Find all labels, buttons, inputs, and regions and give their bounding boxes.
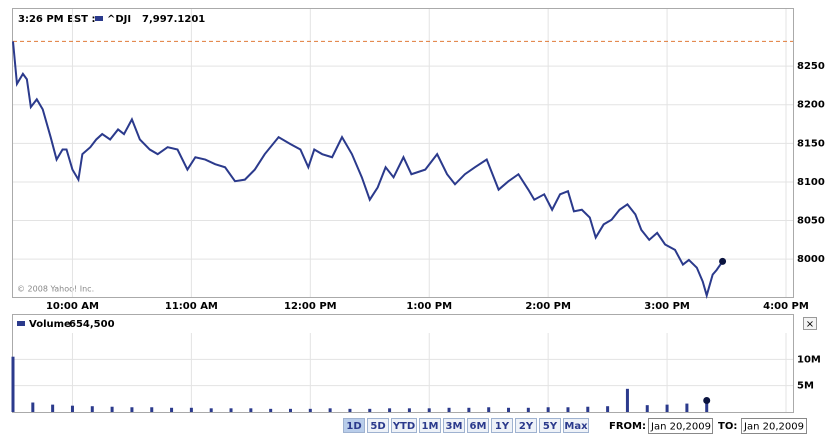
last-point: [719, 257, 727, 265]
volume-bar: [645, 405, 649, 412]
range-button[interactable]: [391, 418, 417, 433]
y-tick-label: 10M: [797, 354, 821, 365]
y-tick-label: 8200: [797, 100, 825, 111]
volume-bar: [447, 407, 451, 412]
volume-bar: [427, 408, 431, 412]
y-tick-label: 8150: [797, 138, 825, 149]
range-button[interactable]: [467, 418, 489, 433]
volume-bar: [625, 388, 629, 412]
y-tick-label: 8050: [797, 216, 825, 227]
from-value[interactable]: Jan 20,2009: [650, 422, 711, 433]
volume-bar: [665, 404, 669, 412]
volume-bar: [566, 407, 570, 412]
from-label: FROM:: [609, 421, 646, 432]
from-input[interactable]: [648, 418, 713, 434]
volume-value: 654,500: [69, 319, 115, 330]
range-button-label[interactable]: 1M: [422, 421, 439, 432]
y-tick-label: 8100: [797, 177, 825, 188]
price-line: [12, 41, 724, 300]
volume-bar: [348, 408, 352, 412]
volume-bar: [586, 406, 590, 412]
volume-bar: [507, 407, 511, 412]
quote-time: 3:26 PM EST :: [18, 14, 95, 25]
y-tick-label: 5M: [797, 381, 814, 392]
volume-bar: [308, 408, 312, 412]
x-tick-label: 1:00 PM: [406, 301, 452, 312]
volume-bar: [288, 408, 292, 412]
quote-value: 7,997.1201: [142, 14, 205, 25]
range-button[interactable]: [563, 418, 589, 433]
to-label: TO:: [718, 421, 737, 432]
volume-bar: [407, 408, 411, 412]
volume-bar: [249, 408, 253, 412]
volume-bar: [31, 402, 35, 412]
volume-bar: [546, 407, 550, 412]
volume-bar: [209, 408, 213, 412]
volume-bar: [110, 406, 114, 412]
volume-bar: [90, 406, 94, 412]
range-button[interactable]: [515, 418, 537, 433]
volume-bar: [328, 408, 332, 412]
legend-swatch: [95, 16, 103, 21]
close-button[interactable]: [803, 317, 817, 330]
x-tick-label: 11:00 AM: [165, 301, 218, 312]
volume-bar: [189, 407, 193, 412]
volume-bar: [170, 407, 174, 412]
y-tick-label: 8250: [797, 61, 825, 72]
range-button[interactable]: [443, 418, 465, 433]
volume-swatch: [17, 321, 25, 326]
price-frame: [12, 8, 794, 298]
volume-bar: [70, 405, 74, 412]
x-tick-label: 2:00 PM: [525, 301, 571, 312]
volume-bar: [269, 408, 273, 412]
range-button-label[interactable]: 3M: [446, 421, 463, 432]
volume-bar: [606, 406, 610, 412]
range-button[interactable]: [539, 418, 561, 433]
x-tick-label: 4:00 PM: [763, 301, 809, 312]
volume-bar: [487, 407, 491, 412]
x-tick-label: 12:00 PM: [284, 301, 337, 312]
volume-bar: [685, 403, 689, 412]
range-button[interactable]: [367, 418, 389, 433]
volume-bar: [526, 407, 530, 412]
volume-bar: [51, 404, 55, 412]
to-value[interactable]: Jan 20,2009: [743, 422, 804, 433]
volume-bar: [229, 408, 233, 412]
close-icon[interactable]: ×: [806, 319, 814, 330]
range-button-label[interactable]: 5Y: [543, 421, 558, 432]
range-button-label[interactable]: YTD: [392, 421, 415, 432]
volume-bar: [368, 408, 372, 412]
range-button-label[interactable]: 2Y: [519, 421, 534, 432]
copyright: © 2008 Yahoo! Inc.: [17, 285, 94, 294]
range-button-label[interactable]: 1D: [346, 421, 361, 432]
volume-name: Volume: [29, 319, 71, 330]
range-button-label[interactable]: Max: [564, 421, 588, 432]
volume-bar: [705, 402, 709, 412]
volume-bar: [130, 407, 134, 412]
volume-bar: [388, 408, 392, 412]
x-tick-label: 10:00 AM: [46, 301, 99, 312]
range-button[interactable]: [419, 418, 441, 433]
volume-bar: [467, 407, 471, 412]
range-button[interactable]: [491, 418, 513, 433]
range-button-label[interactable]: 6M: [470, 421, 487, 432]
x-tick-label: 3:00 PM: [644, 301, 690, 312]
volume-bar: [150, 407, 154, 412]
range-button-label[interactable]: 1Y: [495, 421, 510, 432]
y-tick-label: 8000: [797, 254, 825, 265]
range-button[interactable]: [343, 418, 365, 433]
legend-name: ^DJI: [107, 14, 131, 25]
volume-bar: [11, 356, 15, 412]
last-point: [703, 397, 711, 405]
range-button-label[interactable]: 5D: [370, 421, 385, 432]
to-input[interactable]: [741, 418, 807, 434]
